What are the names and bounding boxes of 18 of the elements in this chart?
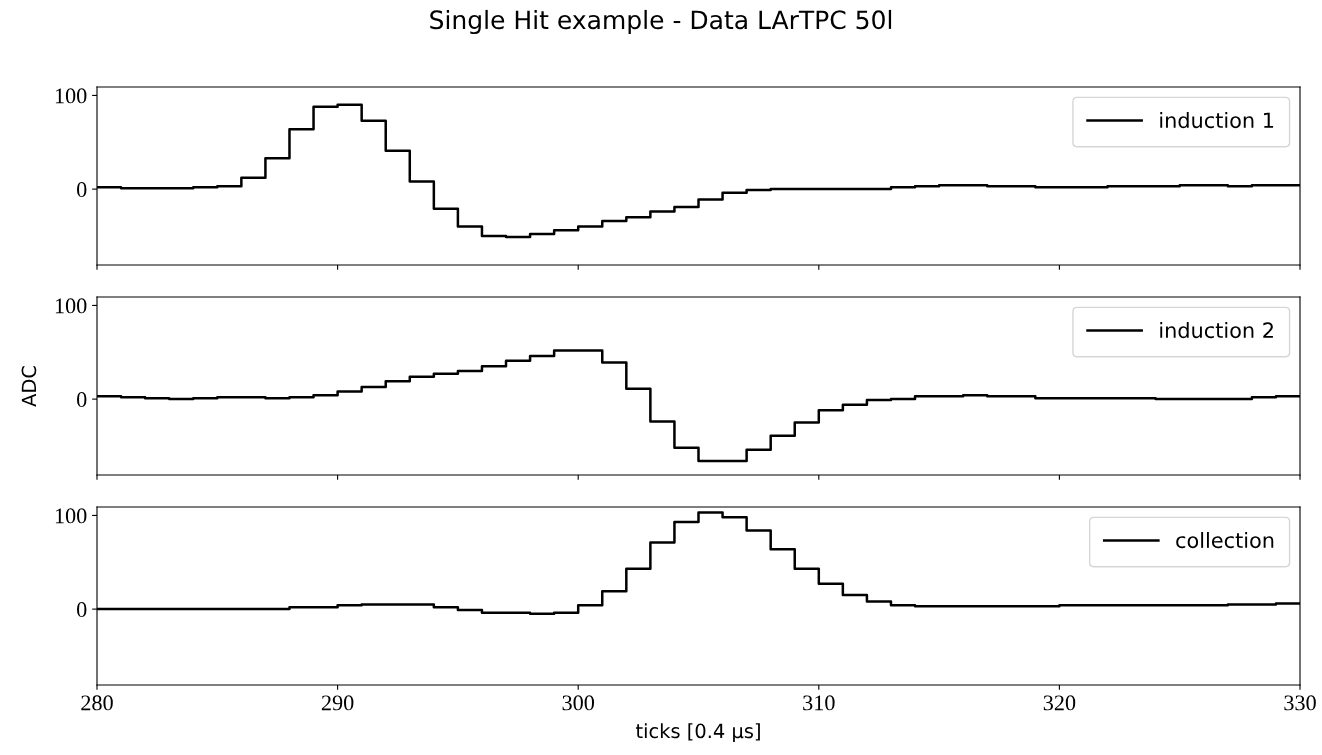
x-tick-label: 300 [562, 695, 595, 711]
x-tick-label: 330 [1284, 695, 1316, 711]
y-axis-title: ADC [21, 366, 37, 407]
x-axis-title: ticks [0.4 μs] [635, 723, 760, 743]
x-tick-label: 280 [81, 695, 113, 711]
chart-title: Single Hit example - Data LArTPC 50l [430, 9, 892, 35]
legend-label: collection [1176, 532, 1274, 549]
legend-label: induction 1 [1160, 112, 1274, 129]
y-tick-label: 100 [55, 298, 87, 314]
legend-label: induction 2 [1160, 322, 1273, 339]
x-tick-label: 320 [1043, 695, 1076, 711]
x-tick-label: 310 [803, 695, 835, 711]
y-tick-label: 0 [77, 602, 87, 618]
y-tick-label: 0 [77, 182, 87, 198]
y-tick-label: 0 [77, 392, 87, 408]
y-tick-label: 100 [55, 508, 87, 524]
x-tick-label: 290 [321, 695, 354, 711]
y-tick-label: 100 [55, 88, 87, 104]
